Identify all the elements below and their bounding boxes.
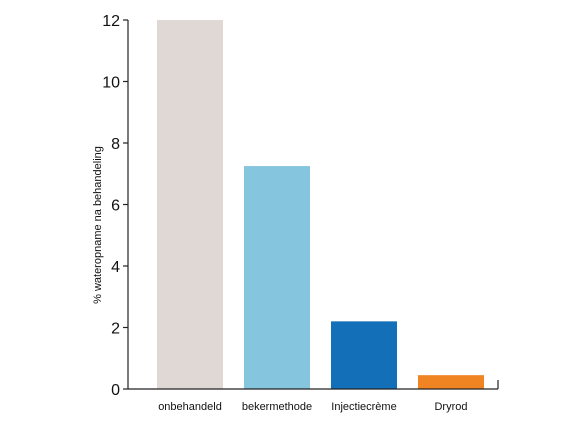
y-tick-label-4: 4 bbox=[111, 259, 120, 276]
y-tick-label-10: 10 bbox=[102, 75, 120, 92]
y-tick-label-8: 8 bbox=[111, 136, 120, 153]
y-tick-label-6: 6 bbox=[111, 198, 120, 215]
x-labels-layer: onbehandeld bekermethode Injectiecrème Dryr… bbox=[158, 401, 467, 413]
bar-dryrod bbox=[418, 375, 484, 389]
x-tick-label-bekermethode: bekermethode bbox=[242, 401, 312, 413]
x-tick-label-onbehandeld: onbehandeld bbox=[158, 401, 222, 413]
bar-injectiecr-me bbox=[331, 321, 397, 389]
y-ticks-layer: 0 2 4 6 8 10 12 bbox=[102, 13, 128, 399]
bar-onbehandeld bbox=[157, 20, 223, 389]
y-tick-label-12: 12 bbox=[102, 13, 120, 30]
y-axis-title: % wateropname na behandeling bbox=[92, 146, 104, 304]
x-tick-label-injectiecr-me: Injectiecrème bbox=[331, 401, 396, 413]
x-tick-label-dryrod: Dryrod bbox=[434, 401, 467, 413]
y-tick-label-2: 2 bbox=[111, 321, 120, 338]
bar-bekermethode bbox=[244, 166, 310, 389]
y-tick-label-0: 0 bbox=[111, 382, 120, 399]
bars-layer bbox=[157, 20, 484, 389]
